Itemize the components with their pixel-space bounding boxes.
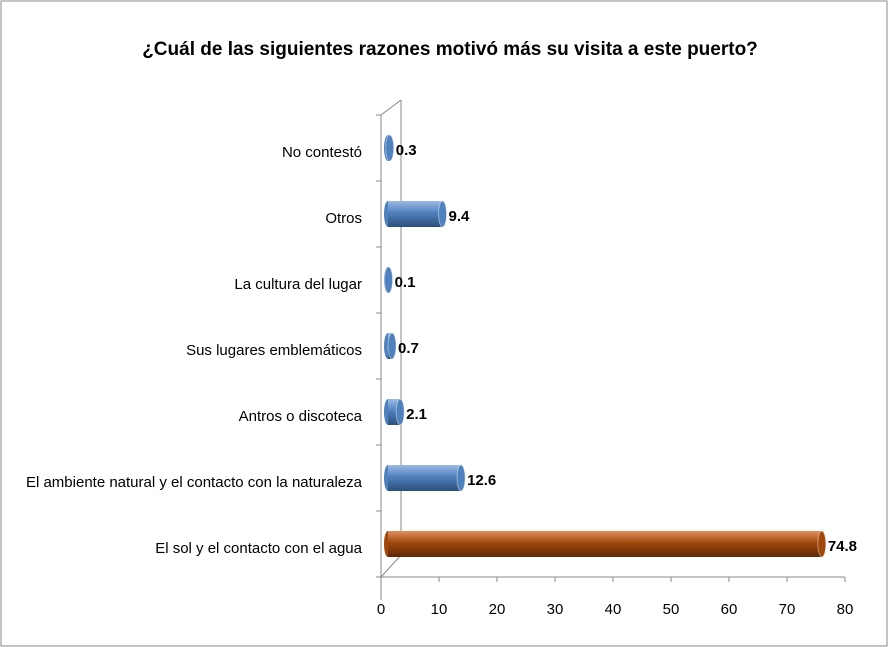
x-tick-label: 60 <box>721 601 738 618</box>
bar <box>384 530 827 558</box>
bar-cap <box>384 266 394 294</box>
x-tick-label: 10 <box>431 601 448 618</box>
value-label: 12.6 <box>467 472 496 489</box>
bar <box>384 200 448 228</box>
bar-cap <box>395 398 405 426</box>
bar-cap <box>817 530 827 558</box>
bar-body <box>388 531 822 557</box>
axis-frame <box>380 99 845 600</box>
bar-cap <box>456 464 466 492</box>
value-label: 9.4 <box>449 208 471 225</box>
x-tick-label: 20 <box>489 601 506 618</box>
bar-cap <box>387 332 397 360</box>
bar-body <box>388 465 462 491</box>
y-tick-label: Otros <box>325 210 362 227</box>
y-tick-label: La cultura del lugar <box>234 276 362 293</box>
y-tick-label: El ambiente natural y el contacto con la… <box>25 474 362 491</box>
bar-body <box>388 201 443 227</box>
bar <box>384 134 395 162</box>
value-label: 74.8 <box>828 538 857 555</box>
y-tick-label: El sol y el contacto con el agua <box>155 540 362 557</box>
bar-cap <box>438 200 448 228</box>
value-label: 0.3 <box>396 142 417 159</box>
bar <box>384 464 466 492</box>
x-tick-label: 80 <box>837 601 854 618</box>
bar <box>384 332 397 360</box>
y-tick-label: Antros o discoteca <box>238 408 362 425</box>
value-label: 0.1 <box>395 274 416 291</box>
bar <box>384 266 394 294</box>
bar-cap <box>385 134 395 162</box>
y-tick-label: Sus lugares emblemáticos <box>186 342 362 359</box>
chart-title: ¿Cuál de las siguientes razones motivó m… <box>142 39 758 60</box>
x-tick-label: 50 <box>663 601 680 618</box>
value-label: 2.1 <box>406 406 427 423</box>
y-tick-label: No contestó <box>281 144 362 161</box>
value-label: 0.7 <box>398 340 419 357</box>
x-tick-label: 70 <box>779 601 796 618</box>
x-tick-label: 0 <box>377 601 385 618</box>
x-tick-label: 30 <box>547 601 564 618</box>
bar <box>384 398 405 426</box>
x-tick-label: 40 <box>605 601 622 618</box>
